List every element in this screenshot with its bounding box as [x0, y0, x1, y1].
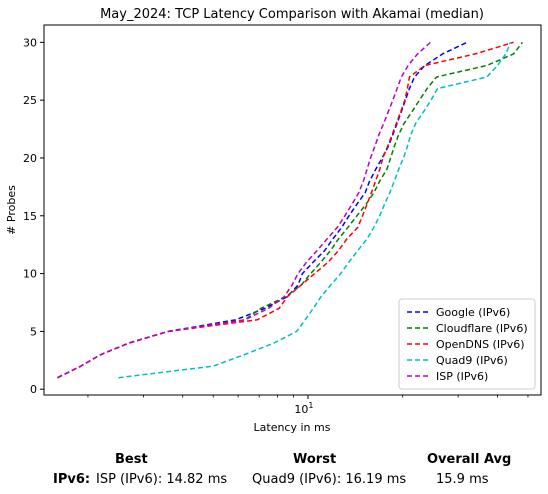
chart-title: May_2024: TCP Latency Comparison with Ak… — [100, 7, 484, 22]
legend-entry-4: ISP (IPv6) — [436, 370, 488, 383]
legend-box — [398, 298, 536, 390]
y-tick-label-6: 30 — [23, 36, 37, 49]
legend: Google (IPv6) Cloudflare (IPv6) OpenDNS (I… — [398, 298, 536, 390]
latency-chart: May_2024: TCP Latency Comparison with Ak… — [5, 7, 542, 434]
y-tick-label-5: 25 — [23, 94, 37, 107]
worst-value: Quad9 (IPv6): 16.19 ms — [252, 472, 407, 487]
legend-entry-0: Google (IPv6) — [436, 306, 510, 319]
legend-entry-2: OpenDNS (IPv6) — [436, 338, 525, 351]
best-header: Best — [115, 452, 148, 467]
series-line-0 — [57, 41, 468, 379]
ipv6-row-label: IPv6: — [53, 472, 91, 487]
series-line-3 — [118, 42, 512, 379]
plot-frame — [43, 24, 542, 396]
series-line-4 — [57, 41, 432, 379]
y-tick-label-3: 15 — [23, 210, 37, 223]
series-line-2 — [57, 41, 514, 379]
y-tick-label-1: 5 — [30, 325, 37, 338]
y-tick-label-0: 0 — [30, 383, 37, 396]
y-axis-label: # Probes — [5, 185, 18, 235]
x-axis-label: Latency in ms — [254, 421, 331, 434]
legend-entry-3: Quad9 (IPv6) — [436, 354, 508, 367]
worst-header: Worst — [293, 452, 337, 467]
y-tick-label-2: 10 — [23, 268, 37, 281]
overall-avg-value: 15.9 ms — [436, 472, 489, 487]
best-value: ISP (IPv6): 14.82 ms — [96, 472, 228, 487]
y-tick-label-4: 20 — [23, 152, 37, 165]
overall-avg-header: Overall Avg — [427, 452, 512, 467]
x-tick-label-0: 101 — [294, 401, 313, 416]
legend-entry-1: Cloudflare (IPv6) — [436, 322, 528, 335]
